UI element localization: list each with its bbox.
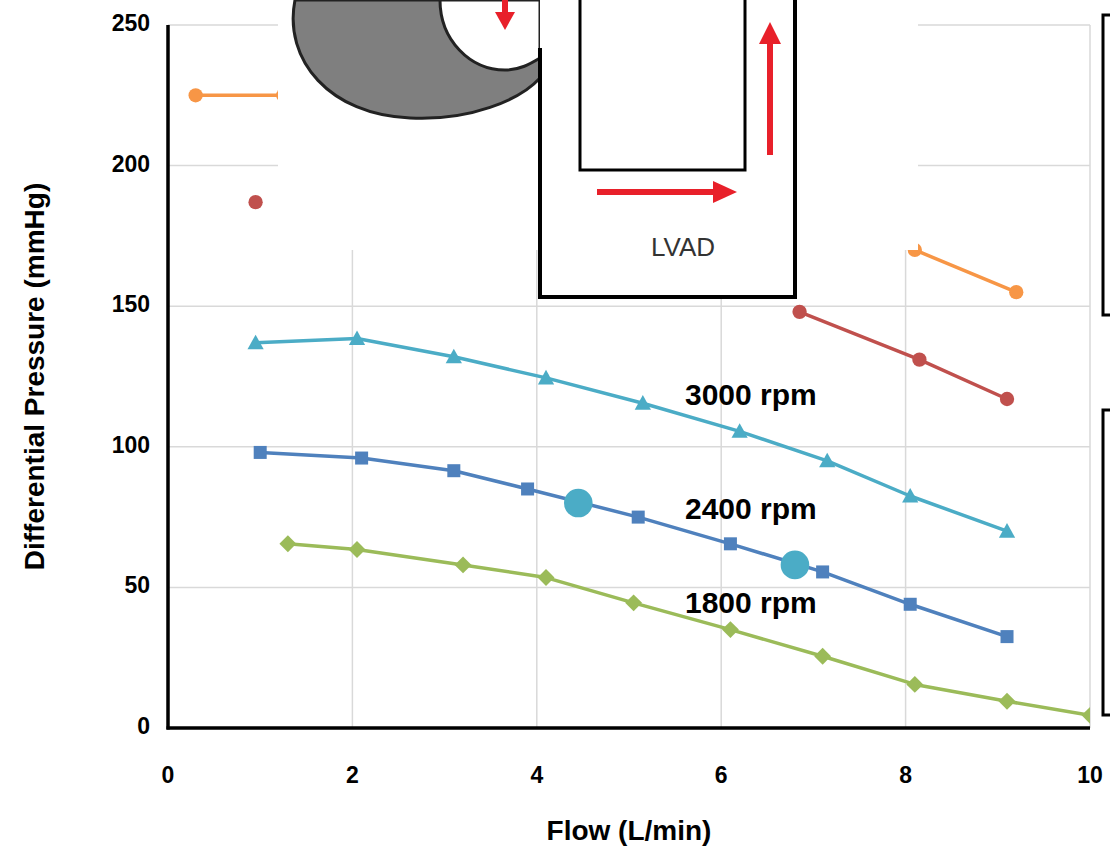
series-marker (538, 370, 554, 385)
heart (293, 0, 540, 118)
series-marker (1082, 707, 1090, 724)
series-3 (254, 446, 1014, 643)
x-tick-label: 2 (346, 762, 359, 788)
series-marker (635, 395, 651, 410)
series-marker (625, 594, 642, 611)
operating-point (781, 551, 810, 580)
series-marker (816, 565, 829, 578)
flow-arrow (767, 42, 773, 155)
series-marker (254, 446, 267, 459)
series-marker (279, 535, 296, 552)
y-tick-label: 150 (112, 291, 150, 317)
series-marker (819, 453, 835, 468)
series-line (288, 544, 1090, 716)
x-tick-label: 6 (715, 762, 728, 788)
series-label: 2400 rpm (685, 492, 817, 525)
lvad-box (540, 0, 795, 297)
series-marker (521, 482, 534, 495)
series-marker (732, 423, 748, 438)
series-marker (999, 693, 1016, 710)
flow-arrow (502, 0, 508, 14)
x-tick-label: 8 (899, 762, 912, 788)
lvad-inner-box (580, 0, 745, 170)
series-line (256, 339, 1007, 532)
series-marker (247, 335, 263, 350)
y-tick-label: 200 (112, 151, 150, 177)
x-tick-label: 4 (530, 762, 543, 788)
series-marker (999, 523, 1015, 538)
series-marker (1001, 630, 1014, 643)
series-marker (902, 488, 918, 503)
series-marker (248, 195, 262, 209)
series-marker (632, 511, 645, 524)
x-tick-label: 10 (1077, 762, 1103, 788)
heart-cavity (440, 0, 540, 70)
y-tick-label: 250 (112, 10, 150, 36)
series-marker (906, 676, 923, 693)
y-tick-label: 100 (112, 432, 150, 458)
series-marker (722, 621, 739, 638)
series-marker (814, 648, 831, 665)
y-tick-label: 0 (137, 713, 150, 739)
flow-arrow-head (495, 12, 515, 30)
y-grid-line (168, 587, 1090, 589)
lvad-diagram: LVAD (278, 0, 918, 297)
chart: 0 50 100 150 200 250 0 2 4 6 8 10 Flow (L/min) Differ… (0, 0, 1115, 858)
series-marker (1000, 392, 1014, 406)
series-marker (1009, 285, 1023, 299)
bracket (1103, 15, 1110, 315)
y-axis-line (166, 25, 170, 730)
x-tick-label: 0 (162, 762, 175, 788)
series-marker (446, 349, 462, 364)
x-axis-title: Flow (L/min) (547, 815, 712, 846)
flow-arrow (597, 189, 715, 195)
series-marker (792, 305, 806, 319)
y-grid-line (168, 305, 1090, 307)
flow-arrow-head (713, 181, 737, 203)
series-marker (912, 352, 926, 366)
series-4 (279, 535, 1090, 723)
y-axis-title: Differential Pressure (mmHg) (19, 183, 50, 570)
lvad-box-fill (540, 0, 795, 297)
series-marker (355, 452, 368, 465)
series-marker (189, 88, 203, 102)
inset-label: LVAD (651, 232, 715, 262)
series-label: 1800 rpm (685, 586, 817, 619)
y-grid-line (168, 446, 1090, 448)
series-marker (447, 464, 460, 477)
series-marker (455, 556, 472, 573)
series-line (260, 452, 1007, 636)
series-marker (349, 541, 366, 558)
series-marker (904, 598, 917, 611)
operating-point (564, 489, 593, 518)
y-tick-label: 50 (124, 572, 150, 598)
series-line (800, 312, 1007, 399)
bracket (1103, 410, 1110, 715)
series-label: 3000 rpm (685, 378, 817, 411)
series-marker (724, 537, 737, 550)
flow-arrow-head (759, 22, 781, 44)
x-axis-line (167, 726, 1091, 730)
x-grid-line (1089, 25, 1091, 728)
series-2 (247, 330, 1015, 537)
series-marker (349, 330, 365, 345)
series-marker (538, 569, 555, 586)
